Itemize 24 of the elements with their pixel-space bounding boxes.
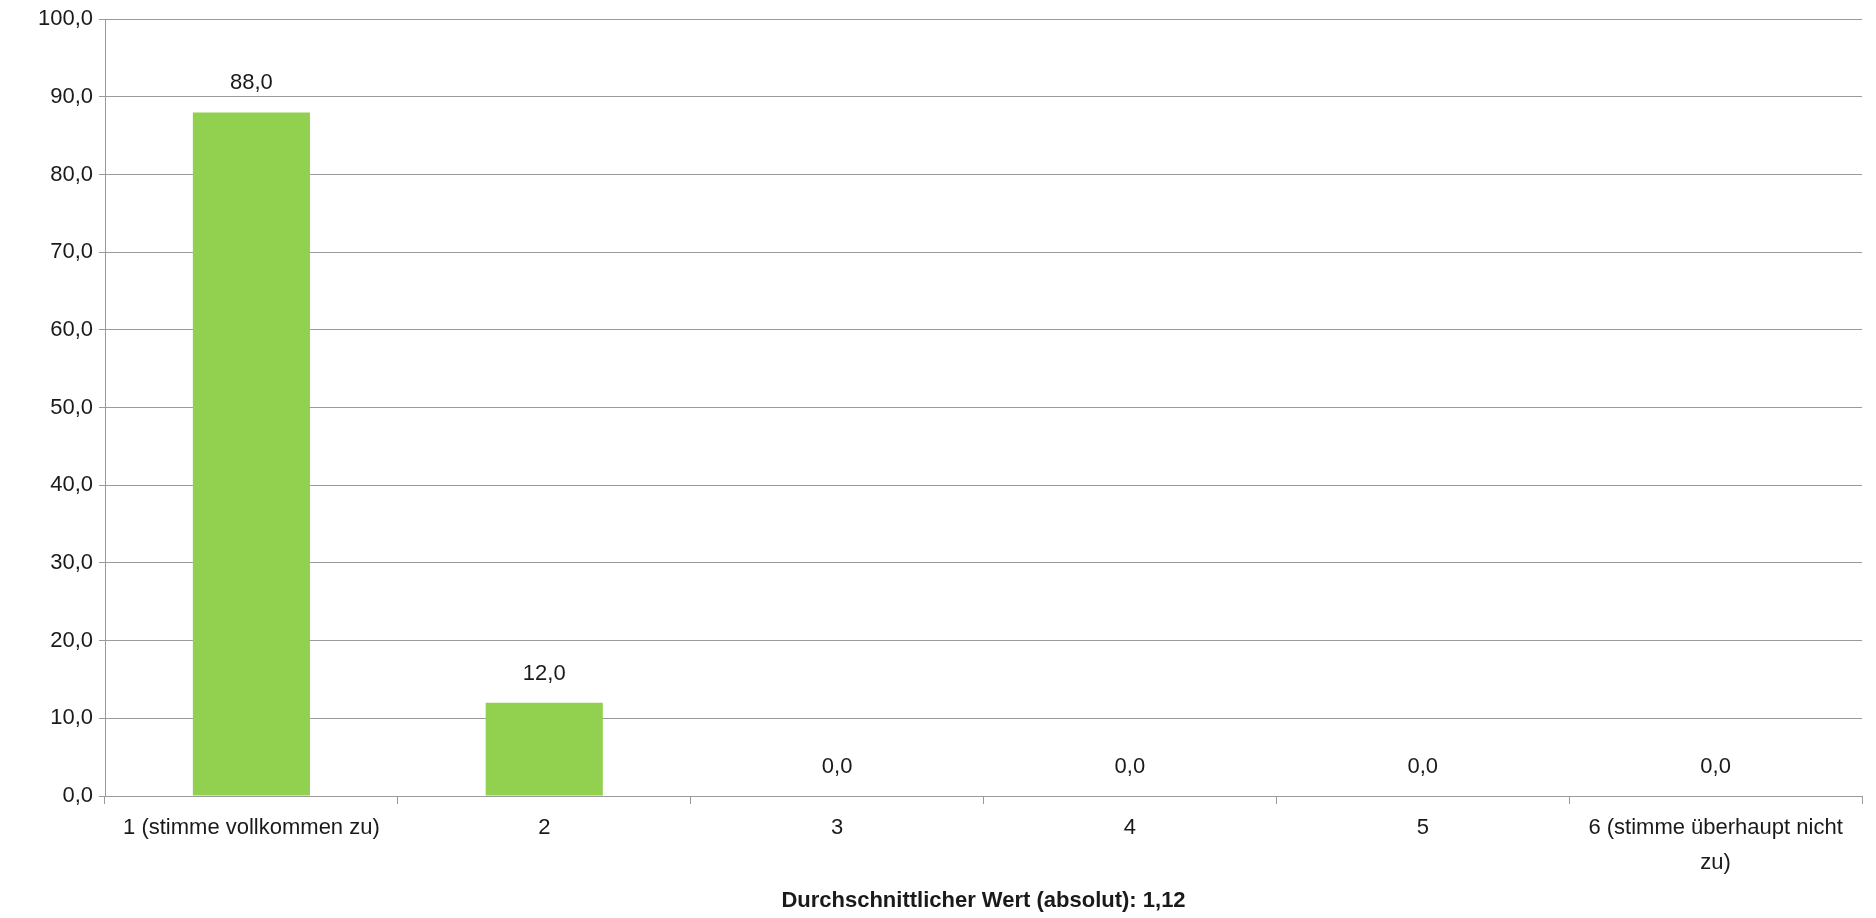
y-tick-label: 50,0 [50,393,93,419]
y-tick-label: 60,0 [50,315,93,341]
data-label: 0,0 [1114,753,1146,779]
data-label: 12,0 [522,659,566,685]
x-tick-label: 2 [538,813,551,839]
y-tick-label: 30,0 [50,549,93,575]
y-tick-label: 80,0 [50,160,93,186]
y-tick-label: 20,0 [50,626,93,652]
y-tick-label: 70,0 [50,238,93,264]
x-tick-label: 3 [830,813,844,839]
x-axis-title: Durchschnittlicher Wert (absolut): 1,12 [781,886,1186,912]
data-label: 0,0 [1407,753,1439,779]
y-tick-label: 40,0 [50,471,93,497]
x-tick-label: 5 [1416,813,1429,839]
y-tick-label: 90,0 [50,82,93,108]
y-tick-label: 100,0 [37,5,93,31]
data-label: 0,0 [821,753,853,779]
data-label: 0,0 [1700,753,1731,779]
x-tick-label: 1 (stimme vollkommen zu) [123,813,380,839]
y-tick-label: 10,0 [50,704,93,730]
x-tick-label: 4 [1123,813,1137,839]
y-tick-label: 0,0 [62,782,93,808]
data-label: 88,0 [230,69,273,95]
x-tick-label: 6 (stimme überhaupt nicht zu) [1588,813,1843,874]
